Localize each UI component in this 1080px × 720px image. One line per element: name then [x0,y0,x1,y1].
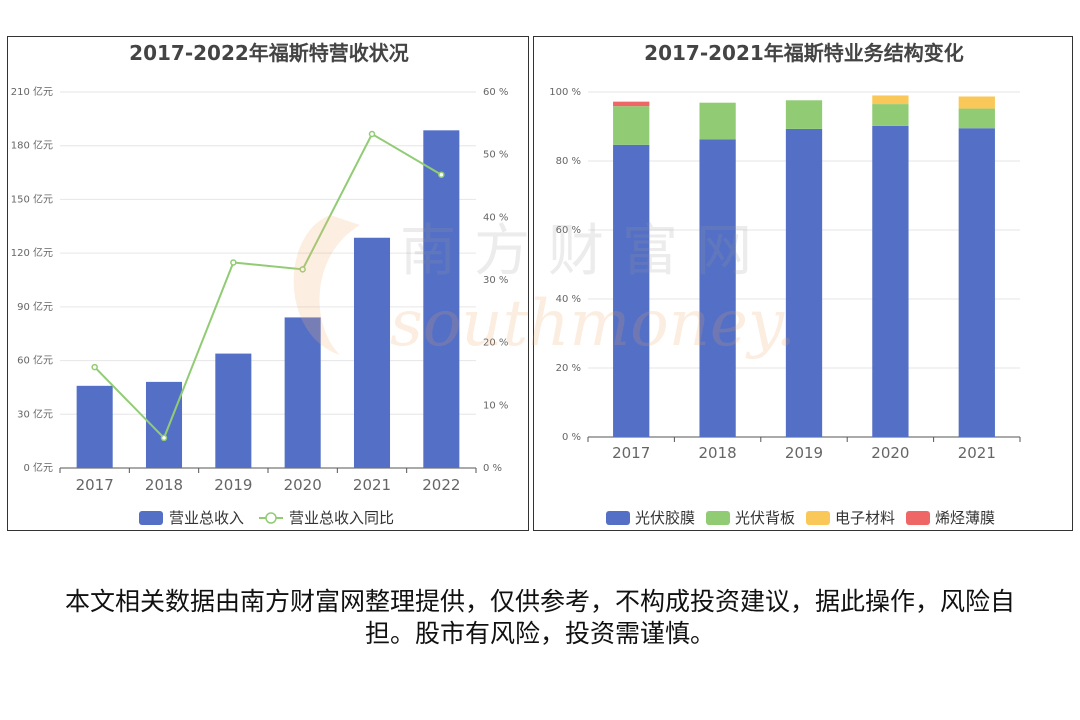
y-left-tick-label: 90 亿元 [17,300,53,313]
yoy-point [299,266,306,273]
revenue-bar [76,385,113,468]
x-tick-label: 2018 [699,444,737,462]
yoy-line [93,132,442,440]
stacked-bar-segment [613,106,650,145]
stacked-bar-segment [958,108,995,129]
y-right-tick-label: 40 % [483,212,508,223]
yoy-point [160,434,168,442]
y-left-tick-label: 60 亿元 [17,354,53,367]
y-right-tick-label: 50 % [483,150,508,161]
legend-swatch [706,511,730,525]
yoy-point [438,171,445,178]
stacked-bar-segment [785,100,823,129]
revenue-chart: 2017-2022年福斯特营收状况 0 亿元 30 亿元 60 亿元 90 亿元 120 … [11,41,509,527]
y-right-tick-label: 0 % [483,463,502,474]
legend-swatch-revenue [139,511,163,525]
y-left-tick-label: 30 亿元 [17,407,53,420]
business-structure-chart-panel: 2017-2021年福斯特业务结构变化 0 % 20 % 40 % 60 % 80 % 10… [533,36,1073,531]
y-tick-label: 80 % [556,156,581,167]
y-right-tick-label: 20 % [483,338,508,349]
y-left-tick-label: 150 亿元 [11,192,53,205]
y-tick-label: 60 % [556,225,581,236]
y-tick-label: 40 % [556,294,581,305]
business-structure-chart: 2017-2021年福斯特业务结构变化 0 % 20 % 40 % 60 % 80 % 10… [549,41,1021,527]
yoy-point [91,363,98,371]
chart-title: 2017-2022年福斯特营收状况 [129,41,409,65]
x-tick-label: 2022 [422,476,460,494]
stacked-bar-segment [958,128,995,437]
legend-swatch-yoy-marker [265,512,277,524]
stacked-bar-segment [958,96,995,109]
x-tick-label: 2019 [214,476,252,494]
y-left-tick-label: 120 亿元 [11,246,53,259]
y-tick-label: 0 % [562,432,581,443]
stacked-bar-segment [699,102,736,140]
stacked-bar-segment [613,101,650,107]
x-tick-label: 2019 [785,444,823,462]
stacked-bar-segment [613,144,650,437]
y-right-tick-label: 60 % [483,87,508,98]
legend-label: 电子材料 [835,509,895,527]
legend-label-revenue: 营业总收入 [169,509,244,527]
x-tick-label: 2018 [145,476,183,494]
legend-swatch [606,511,630,525]
y-left-tick-label: 210 亿元 [11,85,53,98]
revenue-bar [353,237,391,468]
disclaimer-text: 本文相关数据由南方财富网整理提供，仅供参考，不构成投资建议，据此操作，风险自担。… [64,587,1015,648]
revenue-bar [423,130,460,468]
stacked-bar-segment [872,104,909,126]
y-right-tick-label: 30 % [483,275,508,286]
stacked-bar-segment [872,95,909,105]
legend-swatch [906,511,930,525]
x-tick-label: 2021 [353,476,391,494]
x-tick-label: 2017 [612,444,650,462]
x-tick-label: 2017 [76,476,114,494]
y-left-tick-label: 0 亿元 [23,461,53,474]
x-tick-label: 2020 [284,476,322,494]
legend-label-yoy: 营业总收入同比 [289,509,394,527]
legend-label: 光伏背板 [735,509,795,527]
y-left-tick-label: 180 亿元 [11,139,53,152]
legend-swatch [806,511,830,525]
y-tick-label: 20 % [556,363,581,374]
legend-label: 光伏胶膜 [635,509,695,527]
x-tick-label: 2021 [958,444,996,462]
revenue-chart-panel: 2017-2022年福斯特营收状况 0 亿元 30 亿元 60 亿元 90 亿元 120 … [7,36,529,531]
revenue-bar [284,317,321,468]
y-tick-label: 100 % [549,87,581,98]
x-tick-label: 2020 [871,444,909,462]
legend-label: 烯烃薄膜 [935,509,995,527]
yoy-point [368,130,376,138]
stacked-bar-segment [872,125,909,437]
yoy-point [230,259,237,266]
revenue-bar [215,353,252,468]
chart-title: 2017-2021年福斯特业务结构变化 [644,41,964,65]
stacked-bar-segment [699,139,736,437]
y-right-tick-label: 10 % [483,400,508,411]
stacked-bar-segment [785,128,823,437]
